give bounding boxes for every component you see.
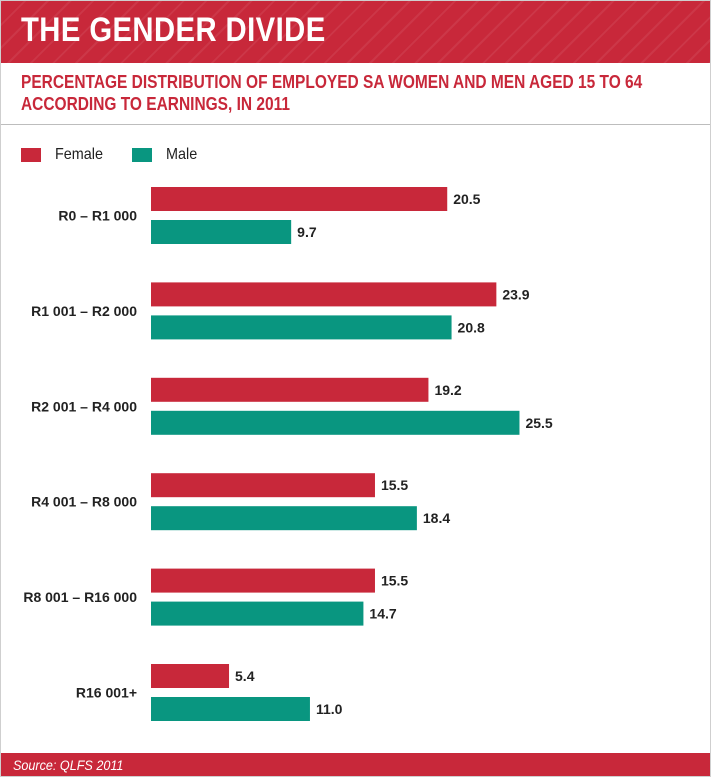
category-label: R2 001 – R4 000 bbox=[31, 398, 137, 414]
data-label-female: 5.4 bbox=[235, 668, 255, 684]
bar-female bbox=[151, 377, 429, 402]
bar-male bbox=[151, 697, 310, 721]
legend-item-male: Male bbox=[132, 146, 201, 164]
data-label-male: 20.8 bbox=[458, 319, 485, 335]
data-label-male: 18.4 bbox=[423, 510, 450, 526]
bar-male bbox=[151, 220, 292, 244]
chart-subtitle: PERCENTAGE DISTRIBUTION OF EMPLOYED SA W… bbox=[21, 71, 642, 115]
category-label: R1 001 – R2 000 bbox=[31, 303, 137, 319]
category-label: R0 – R1 000 bbox=[58, 208, 137, 224]
bar-male bbox=[151, 315, 452, 340]
bar-female bbox=[151, 473, 375, 498]
data-label-female: 15.5 bbox=[381, 573, 408, 589]
data-label-male: 14.7 bbox=[369, 606, 396, 622]
legend-swatch-male bbox=[132, 148, 153, 162]
data-label-male: 9.7 bbox=[297, 224, 317, 240]
legend-item-female: Female bbox=[21, 146, 108, 164]
subtitle-divider bbox=[1, 124, 710, 125]
title-banner: THE GENDER DIVIDE bbox=[1, 1, 710, 63]
bar-female bbox=[151, 187, 448, 211]
subtitle-line-1: PERCENTAGE DISTRIBUTION OF EMPLOYED SA W… bbox=[21, 72, 643, 92]
chart-legend: Female Male bbox=[21, 145, 225, 165]
bar-male bbox=[151, 410, 520, 435]
subtitle-line-2: ACCORDING TO EARNINGS, IN 2011 bbox=[21, 94, 290, 114]
bar-female bbox=[151, 282, 497, 307]
legend-label-female: Female bbox=[55, 146, 104, 163]
data-label-female: 20.5 bbox=[453, 191, 480, 207]
data-label-male: 25.5 bbox=[525, 415, 552, 431]
bar-male bbox=[151, 601, 364, 626]
bar-male bbox=[151, 506, 417, 531]
category-label: R4 001 – R8 000 bbox=[31, 494, 137, 510]
data-label-female: 23.9 bbox=[502, 286, 529, 302]
data-label-female: 15.5 bbox=[381, 477, 408, 493]
page-title: THE GENDER DIVIDE bbox=[21, 11, 326, 49]
footer-bar: Source: QLFS 2011 bbox=[1, 753, 710, 776]
bar-chart: R0 – R1 000 20.5 9.7 R1 001 – R2 000 23.9 20.… bbox=[23, 187, 553, 721]
bar-female bbox=[151, 568, 375, 593]
data-label-male: 11.0 bbox=[316, 701, 343, 717]
legend-label-male: Male bbox=[166, 146, 198, 163]
bar-female bbox=[151, 664, 230, 688]
category-label: R8 001 – R16 000 bbox=[23, 589, 137, 605]
category-label: R16 001+ bbox=[76, 685, 137, 701]
source-note: Source: QLFS 2011 bbox=[13, 757, 124, 773]
legend-swatch-female bbox=[21, 148, 41, 162]
data-label-female: 19.2 bbox=[434, 382, 461, 398]
